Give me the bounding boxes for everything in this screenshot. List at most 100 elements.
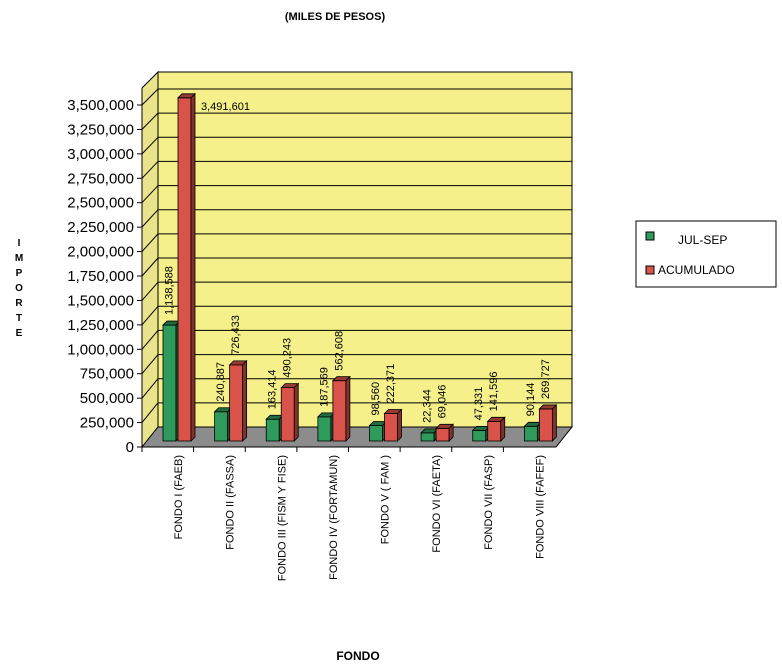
y-tick-label: 750,000 xyxy=(80,366,134,383)
bar-acumulado xyxy=(177,97,192,442)
data-label: 187,569 xyxy=(318,367,330,407)
legend-label-jul-sep: JUL-SEP xyxy=(678,233,727,247)
x-tick-label: FONDO VIII (FAFEF) xyxy=(534,455,546,559)
data-label: 47,331 xyxy=(473,387,485,421)
bar-jul-sep xyxy=(317,416,332,442)
side-wall xyxy=(141,70,159,449)
bars xyxy=(162,92,558,442)
bar-side xyxy=(242,359,248,442)
bar-acumulado xyxy=(487,420,502,442)
back-wall xyxy=(157,71,573,428)
gridline-side xyxy=(141,354,159,375)
bar-acumulado xyxy=(384,413,398,442)
bar-side xyxy=(448,423,454,442)
bar-acumulado xyxy=(435,427,450,442)
gridline-side xyxy=(141,402,159,423)
legend-box xyxy=(635,220,777,288)
y-tick-label: 500,000 xyxy=(80,390,134,407)
data-label: 490,243 xyxy=(282,338,294,378)
y-tick-label: 1,000,000 xyxy=(67,341,134,358)
x-tick-label: FONDO I (FAEB) xyxy=(173,455,185,539)
gridline-side xyxy=(141,330,159,350)
gridline-side xyxy=(141,305,159,326)
data-label: 69,046 xyxy=(437,385,449,419)
bar-jul-sep xyxy=(420,432,435,442)
y-axis-title-letter: T xyxy=(16,313,22,324)
y-axis-ticks: 0 250,000 500,000 750,000 1,000,000 1,250,000… xyxy=(67,97,142,456)
y-tick-label: 250,000 xyxy=(80,415,134,432)
gridline-side xyxy=(141,209,159,228)
y-tick-label: 1,500,000 xyxy=(67,292,134,309)
data-label: 562,608 xyxy=(333,331,345,371)
y-tick-label: 2,250,000 xyxy=(67,219,134,236)
bar-jul-sep xyxy=(472,430,487,442)
data-label: 141,596 xyxy=(488,372,500,412)
gridline-side xyxy=(141,233,159,252)
bar-side xyxy=(293,382,299,442)
y-axis-title-letter: O xyxy=(15,283,23,294)
bar-side xyxy=(500,416,506,442)
y-tick-label: 1,750,000 xyxy=(67,268,134,285)
gridline-side xyxy=(141,112,159,130)
data-label: 3,491,601 xyxy=(201,101,250,113)
y-axis-title-letter: M xyxy=(15,253,23,264)
y-axis-title-letter: I xyxy=(18,238,21,249)
bar-jul-sep xyxy=(523,425,538,442)
x-tick-label: FONDO VII (FASP) xyxy=(483,455,495,550)
y-axis-title-letter: R xyxy=(15,298,23,309)
data-label: 90,144 xyxy=(525,383,537,417)
chart-title: (MILES DE PESOS) xyxy=(285,11,386,23)
bar-side xyxy=(190,92,196,442)
plot-area xyxy=(140,70,574,449)
data-label: 163,414 xyxy=(267,369,279,409)
x-axis-ticks: FONDO I (FAEB) FONDO II (FASSA) FONDO III … xyxy=(141,447,546,581)
data-labels: 1,138,5883,491,601240,887726,433163,4144… xyxy=(164,101,552,423)
bar-acumulado xyxy=(280,387,295,442)
y-tick-label: 2,000,000 xyxy=(67,244,134,261)
legend-label-acumulado: ACUMULADO xyxy=(658,263,735,277)
floor xyxy=(140,426,574,448)
y-axis-title-letter: E xyxy=(16,328,23,339)
data-label: 1,138,588 xyxy=(164,266,176,315)
bar-acumulado xyxy=(332,380,347,442)
x-tick-label: FONDO VI (FAETA) xyxy=(431,455,443,553)
bar-jul-sep xyxy=(265,418,280,442)
legend-swatch-jul-sep xyxy=(645,231,655,241)
x-tick-label: FONDO II (FASSA) xyxy=(225,455,237,550)
gridline-side xyxy=(141,185,159,204)
bar-side xyxy=(551,403,557,442)
y-tick-label: 2,500,000 xyxy=(67,195,134,212)
gridline-side xyxy=(141,161,159,179)
gridline-side xyxy=(141,136,159,155)
y-tick-label: 2,750,000 xyxy=(67,170,134,187)
gridline-side xyxy=(141,281,159,301)
data-label: 726,433 xyxy=(230,315,242,355)
data-label: 269,727 xyxy=(540,359,552,399)
bar-acumulado xyxy=(538,408,553,442)
y-tick-label: 3,500,000 xyxy=(67,97,134,114)
gridline-side xyxy=(141,378,159,399)
bar-side xyxy=(397,408,402,442)
data-label: 240,887 xyxy=(215,362,227,402)
y-tick-label: 0 xyxy=(126,439,134,456)
legend-swatch-acumulado xyxy=(645,265,655,275)
bar-jul-sep xyxy=(162,324,177,442)
gridline-side xyxy=(141,88,159,106)
y-tick-label: 3,000,000 xyxy=(67,146,134,163)
data-label: 222,371 xyxy=(385,364,397,404)
x-axis-title: FONDO xyxy=(336,649,379,663)
x-tick-label: FONDO III (FISM Y FISE) xyxy=(276,455,288,581)
y-tick-label: 3,250,000 xyxy=(67,121,134,138)
bar-jul-sep xyxy=(369,425,383,442)
legend: JUL-SEP ACUMULADO xyxy=(635,220,777,288)
bar-side xyxy=(345,375,351,442)
gridline-side xyxy=(141,257,159,277)
data-label: 98,560 xyxy=(370,382,382,416)
y-axis-title-letter: P xyxy=(16,268,23,279)
x-tick-label: FONDO IV (FORTAMUN) xyxy=(328,455,340,580)
x-tick-label: FONDO V ( FAM ) xyxy=(380,455,392,544)
data-label: 22,344 xyxy=(422,389,434,423)
bar-acumulado xyxy=(229,364,244,442)
y-tick-label: 1,250,000 xyxy=(67,317,134,334)
